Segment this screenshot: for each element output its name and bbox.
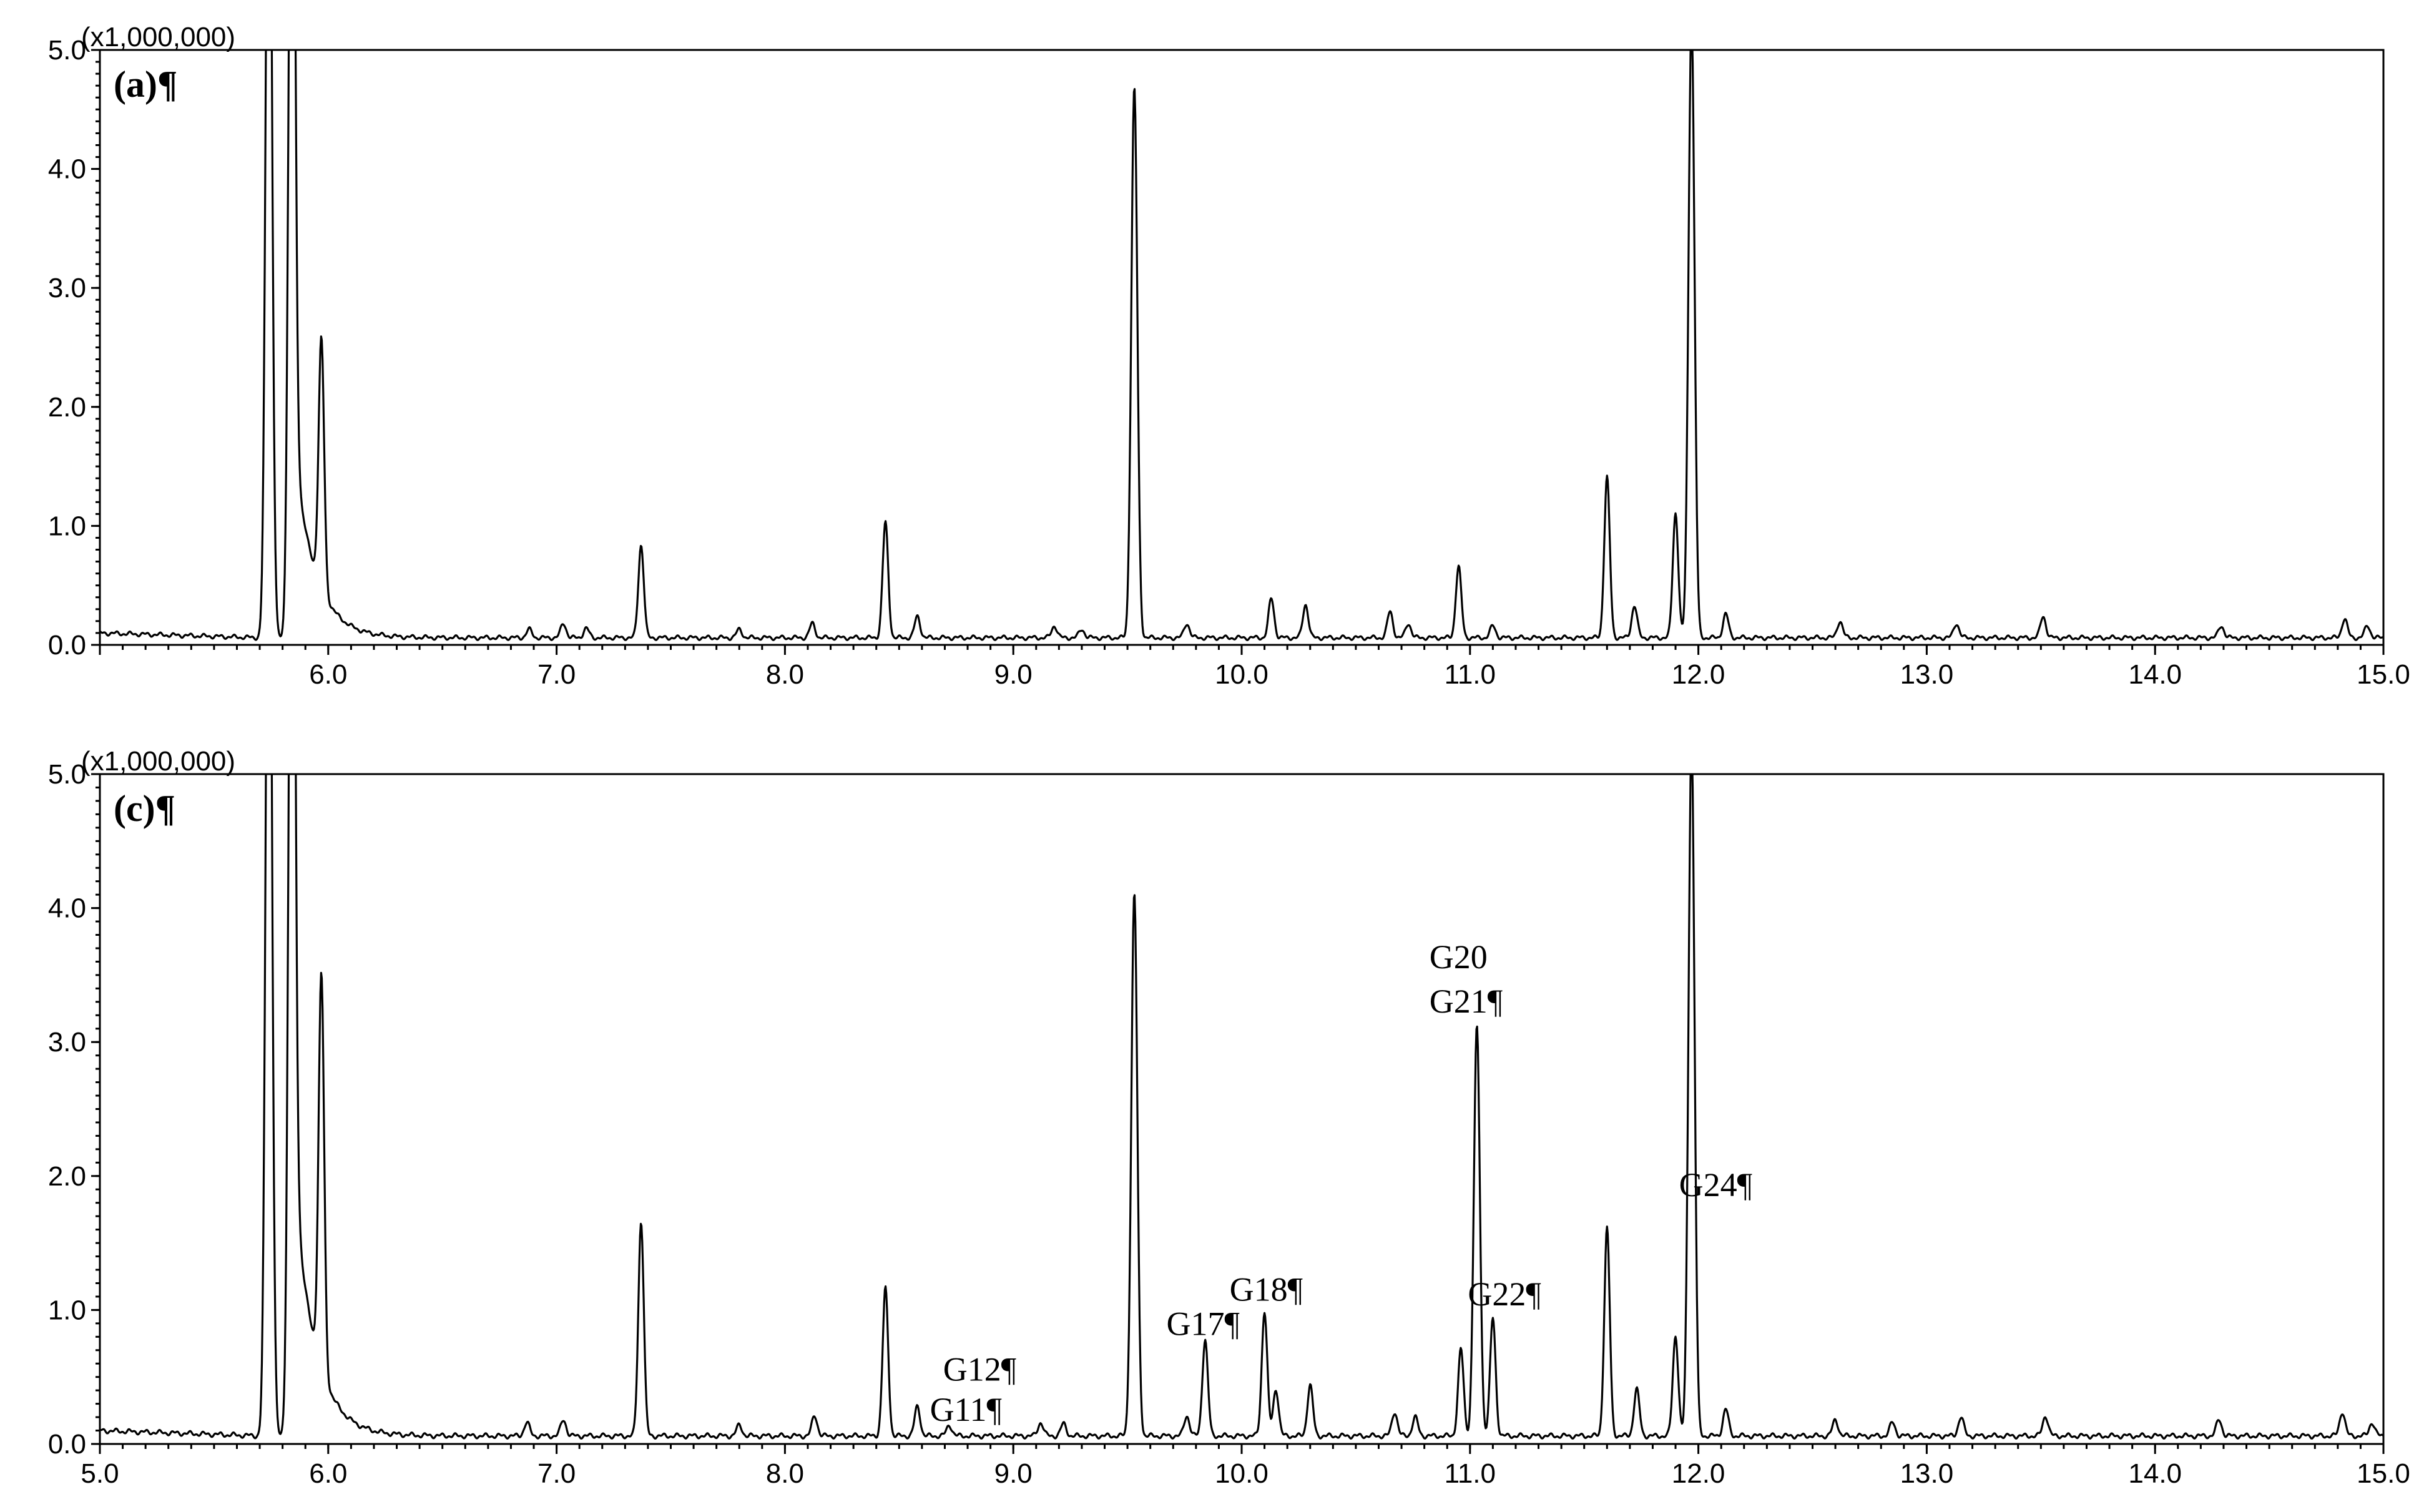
x-tick-label: 14.0	[2128, 659, 2182, 690]
x-tick-label: 15.0	[2357, 1458, 2410, 1489]
x-tick-label: 13.0	[1900, 1458, 1954, 1489]
y-tick-label: 2.0	[48, 1161, 86, 1192]
x-tick-label: 12.0	[1672, 1458, 1725, 1489]
chromatogram-trace	[100, 50, 2383, 641]
x-tick-label: 6.0	[309, 1458, 347, 1489]
x-tick-label: 15.0	[2357, 659, 2410, 690]
y-tick-label: 4.0	[48, 154, 86, 185]
y-tick-label: 0.0	[48, 1429, 86, 1460]
panel-label: (a)¶	[114, 64, 177, 105]
y-tick-label: 4.0	[48, 893, 86, 924]
chromatogram-panel-a: 0.0 1.0 2.0 3.0 4.0 5.0 6.0 7.0 8.0 9.0 10.0 11.0 12…	[48, 22, 2410, 690]
peak-annotation: G24¶	[1679, 1166, 1752, 1204]
y-tick-label: 3.0	[48, 273, 86, 303]
peak-annotation: G12¶	[943, 1350, 1016, 1388]
x-tick-label: 11.0	[1445, 1458, 1496, 1489]
plot-frame	[99, 773, 2385, 1445]
y-scale-label: (x1,000,000)	[81, 22, 235, 52]
peak-annotation: G21¶	[1430, 983, 1503, 1020]
peak-annotation: G17¶	[1166, 1305, 1239, 1342]
y-tick-label: 5.0	[48, 759, 86, 790]
chromatogram-panel-c: 0.0 1.0 2.0 3.0 4.0 5.0 5.0 6.0 7.0 8.0 9.0 10.0 11.…	[48, 746, 2410, 1489]
peak-annotation: G18¶	[1230, 1270, 1303, 1308]
x-tick-label: 14.0	[2128, 1458, 2182, 1489]
x-tick-label: 12.0	[1672, 659, 1725, 690]
x-tick-label: 7.0	[537, 1458, 576, 1489]
x-tick-label: 8.0	[766, 659, 804, 690]
plot-frame	[99, 49, 2385, 646]
x-tick-label: 10.0	[1215, 659, 1269, 690]
y-tick-label: 5.0	[48, 35, 86, 66]
chromatogram-trace	[100, 774, 2383, 1440]
y-tick-label: 3.0	[48, 1027, 86, 1058]
peak-annotation: G11¶	[930, 1391, 1002, 1428]
y-tick-label: 0.0	[48, 630, 86, 660]
x-tick-label: 9.0	[994, 659, 1033, 690]
peak-annotation: G22¶	[1468, 1275, 1541, 1313]
panel-label: (c)¶	[114, 788, 175, 829]
y-scale-label: (x1,000,000)	[81, 746, 235, 777]
x-tick-label: 13.0	[1900, 659, 1954, 690]
x-tick-label: 11.0	[1445, 659, 1496, 690]
x-tick-label: 7.0	[537, 659, 576, 690]
y-tick-label: 1.0	[48, 1295, 86, 1325]
x-tick-label: 9.0	[994, 1458, 1033, 1489]
x-tick-label: 10.0	[1215, 1458, 1269, 1489]
x-tick-label: 5.0	[81, 1458, 119, 1489]
x-tick-label: 6.0	[309, 659, 347, 690]
y-tick-label: 1.0	[48, 511, 86, 541]
x-tick-label: 8.0	[766, 1458, 804, 1489]
peak-annotation: G20	[1430, 938, 1488, 976]
y-tick-label: 2.0	[48, 392, 86, 423]
